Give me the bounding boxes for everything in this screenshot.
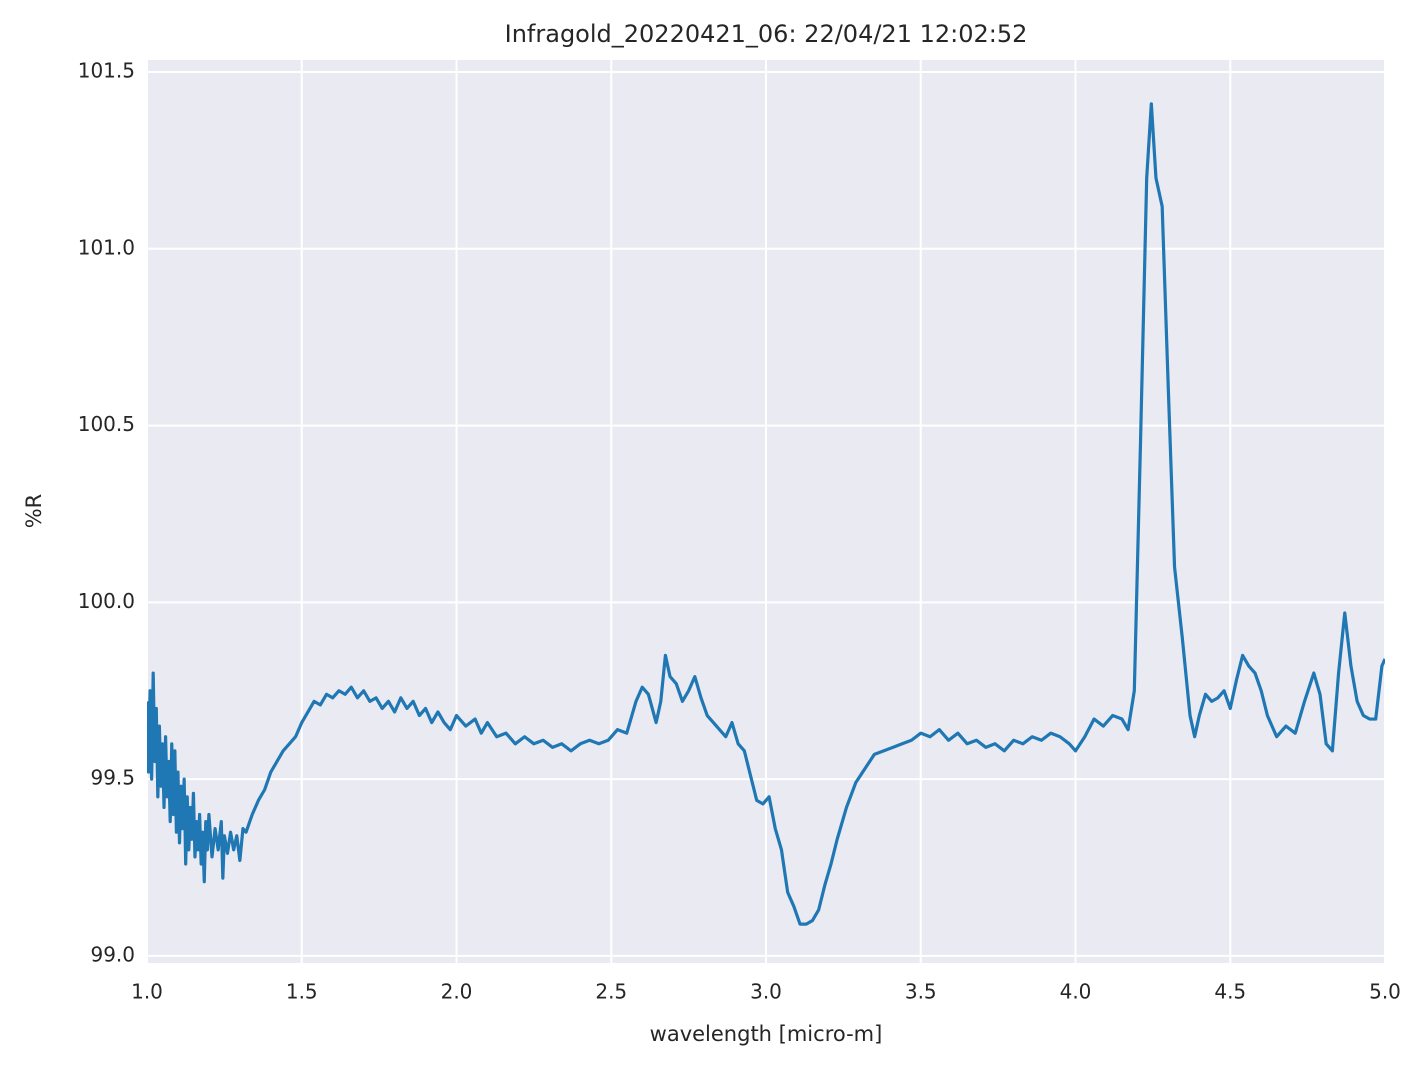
y-tick-label: 99.0 xyxy=(90,942,135,966)
y-axis-label: %R xyxy=(22,494,46,529)
x-tick-label: 4.0 xyxy=(1060,980,1092,1004)
x-tick-label: 5.0 xyxy=(1369,980,1401,1004)
y-tick-label: 100.0 xyxy=(78,589,135,613)
x-tick-label: 3.0 xyxy=(750,980,782,1004)
data-line xyxy=(147,102,1385,926)
grid xyxy=(146,60,1386,963)
x-axis-label: wavelength [micro-m] xyxy=(650,1022,883,1046)
y-tick-label: 101.0 xyxy=(78,235,135,259)
x-tick-label: 3.5 xyxy=(905,980,937,1004)
x-tick-label: 2.0 xyxy=(441,980,473,1004)
x-tick-label: 2.5 xyxy=(595,980,627,1004)
chart-title: Infragold_20220421_06: 22/04/21 12:02:52 xyxy=(505,20,1028,48)
x-tick-label: 1.0 xyxy=(131,980,163,1004)
x-tick-label: 4.5 xyxy=(1214,980,1246,1004)
y-tick-label: 100.5 xyxy=(78,412,135,436)
x-tick-label: 1.5 xyxy=(286,980,318,1004)
y-tick-label: 99.5 xyxy=(90,766,135,790)
y-tick-label: 101.5 xyxy=(78,59,135,83)
